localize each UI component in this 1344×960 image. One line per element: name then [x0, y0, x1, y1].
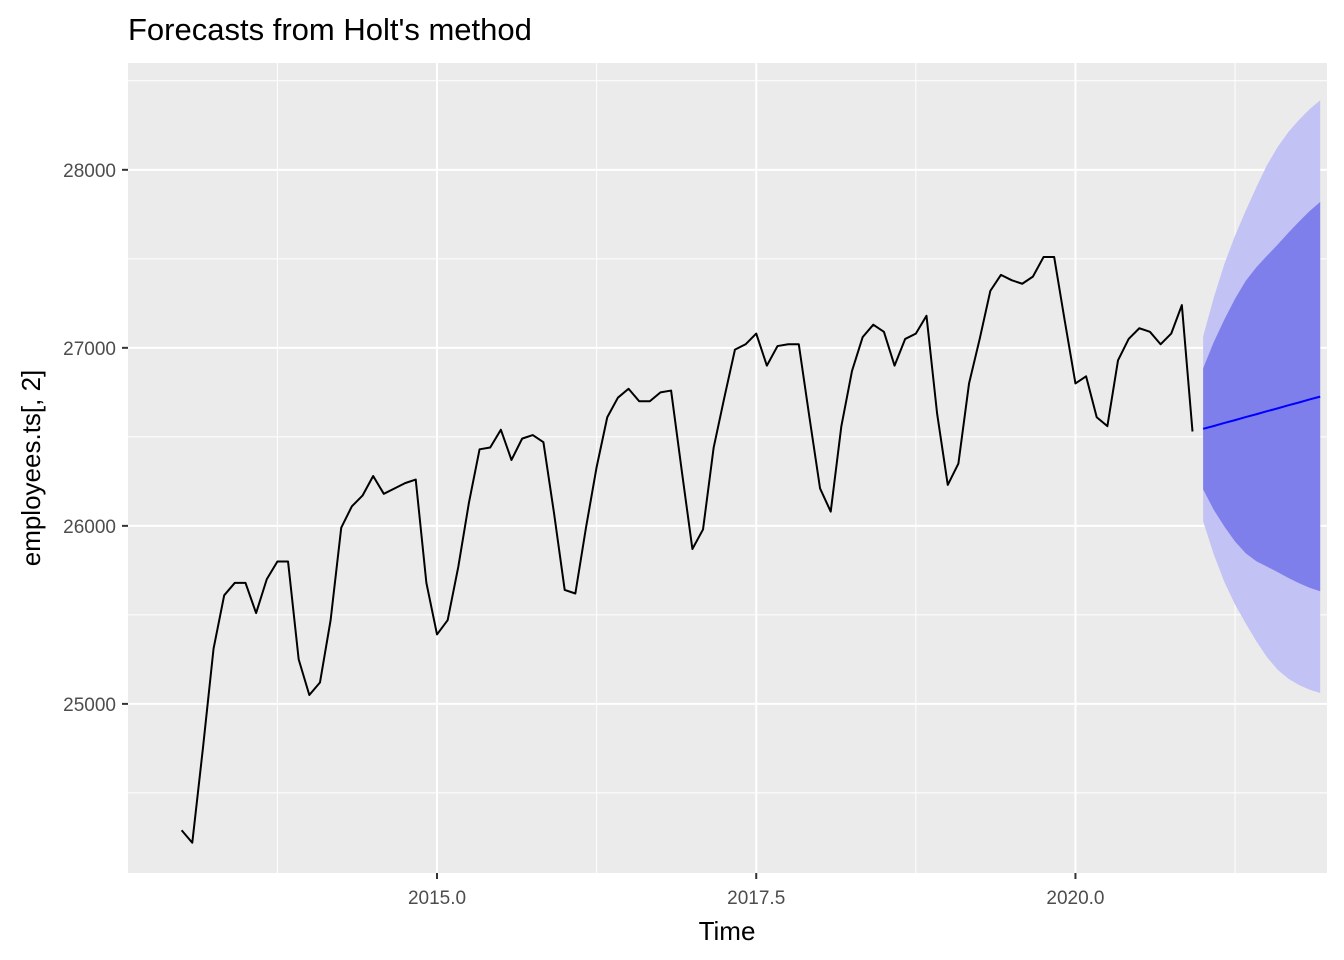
x-tick-label: 2020.0 [1046, 888, 1104, 909]
y-tick-label: 25000 [63, 695, 116, 716]
y-tick-label: 28000 [63, 161, 116, 182]
y-tick-label: 27000 [63, 339, 116, 360]
y-axis-title: employees.ts[, 2] [16, 370, 46, 567]
pi80-band [1203, 202, 1321, 592]
x-tick-label: 2015.0 [408, 888, 466, 909]
observed-series-line [180, 256, 1194, 844]
x-tick-label: 2017.5 [727, 888, 785, 909]
y-axis: 25000 26000 27000 28000 [63, 161, 128, 716]
prediction-intervals [1203, 100, 1321, 694]
y-tick-label: 26000 [63, 517, 116, 538]
forecast-mean-line [1202, 395, 1321, 430]
series-lines [180, 256, 1321, 844]
x-axis-title: Time [699, 916, 756, 946]
plot-panel [128, 63, 1327, 873]
x-axis: 2015.0 2017.5 2020.0 [408, 873, 1105, 909]
major-grid [128, 63, 1327, 873]
chart-title: Forecasts from Holt's method [128, 12, 532, 47]
